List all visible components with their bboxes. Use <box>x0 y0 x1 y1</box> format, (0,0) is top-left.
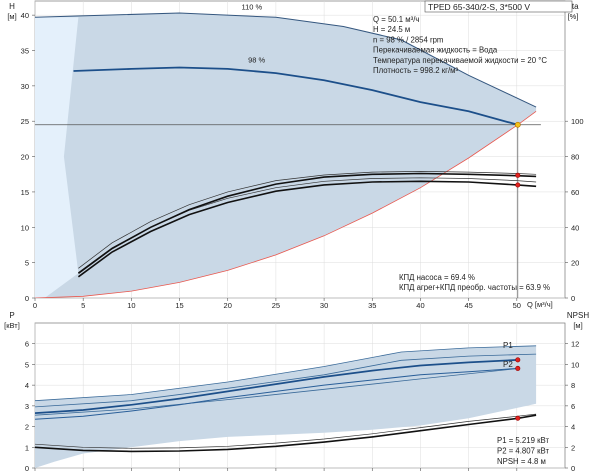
y2-tick-label: 80 <box>571 153 579 162</box>
y-tick-label: 10 <box>21 223 29 232</box>
info-line: Плотность = 998.2 кг/м³ <box>373 66 458 75</box>
P1-curve <box>35 359 518 414</box>
x-tick-label: 50 <box>513 301 521 310</box>
lower-y2-tick-label: 0 <box>571 464 575 473</box>
x-tick-label: 15 <box>175 301 183 310</box>
y-tick-label: 25 <box>21 117 29 126</box>
lower-y2-tick-label: 6 <box>571 402 575 411</box>
head-curve-98 <box>73 66 519 126</box>
power-envelope-P110_top <box>35 345 537 402</box>
lower-y-tick-label: 1 <box>25 443 29 452</box>
P2-curve <box>35 367 518 420</box>
power-duty-point <box>515 415 521 421</box>
lower-clip-group <box>35 345 537 468</box>
y2-axis-title: eta <box>567 2 579 11</box>
y2-axis-unit: [%] <box>568 12 579 21</box>
lower-y2-axis-unit: [м] <box>573 321 582 330</box>
y-tick-label: 20 <box>21 153 29 162</box>
min-flow-zone <box>35 17 79 298</box>
lower-y-tick-label: 3 <box>25 402 29 411</box>
y2-tick-label: 100 <box>571 117 584 126</box>
efficiency-curve-eta_pump <box>77 180 537 278</box>
power-envelope-P110_low <box>35 353 537 408</box>
upper-clip-group <box>35 12 537 298</box>
efficiency-note: КПД насоса = 69.4 % <box>399 273 475 282</box>
duty-point <box>515 182 521 188</box>
lower-y2-tick-label: 12 <box>571 340 579 349</box>
y-tick-label: 40 <box>21 11 29 20</box>
x-tick-label: 40 <box>416 301 424 310</box>
info-line: H = 24.5 м <box>373 25 410 34</box>
x-tick-label: 45 <box>464 301 472 310</box>
power-range-band <box>35 345 537 468</box>
x-tick-label: 10 <box>127 301 135 310</box>
x-tick-label: 20 <box>224 301 232 310</box>
duty-point <box>515 172 521 178</box>
title-box <box>424 0 573 13</box>
duty-point <box>514 121 521 128</box>
y2-tick-label: 40 <box>571 223 579 232</box>
series-label-P2: P2 <box>503 360 513 369</box>
lower-y-tick-label: 2 <box>25 423 29 432</box>
labels: H[м]eta[%]Q [м³/ч]110 %98 %Q = 50.1 м³/ч… <box>4 2 589 466</box>
y-axis-title: H <box>9 2 15 11</box>
head-curve-110 <box>35 12 537 108</box>
y-axis-unit: [м] <box>7 12 16 21</box>
power-info-line: P2 = 4.807 кВт <box>497 447 549 456</box>
power-duty-point <box>515 357 521 363</box>
lower-y-tick-label: 5 <box>25 360 29 369</box>
lower-y2-tick-label: 8 <box>571 381 575 390</box>
series-label-P1: P1 <box>503 341 513 350</box>
y-tick-label: 0 <box>25 294 29 303</box>
y-tick-label: 15 <box>21 188 29 197</box>
x-tick-label: 30 <box>320 301 328 310</box>
efficiency-curve-eta_unit <box>77 172 537 274</box>
power-envelope-P_bottom <box>35 368 518 416</box>
x-tick-label: 25 <box>272 301 280 310</box>
y2-tick-label: 60 <box>571 188 579 197</box>
efficiency-band-eta_unit_band <box>78 171 537 269</box>
info-line: n = 98 % / 2854 rpm <box>373 35 443 44</box>
system-curve <box>35 110 537 298</box>
info-line: Температура перекачиваемой жидкости = 20… <box>373 56 547 65</box>
lower-y-tick-label: 4 <box>25 381 29 390</box>
curve-label-110: 110 % <box>241 2 262 11</box>
y-tick-label: 35 <box>21 47 29 56</box>
lower-y-tick-label: 0 <box>25 464 29 473</box>
efficiency-note: КПД агрег+КПД преобр. частоты = 63.9 % <box>399 283 550 292</box>
x-tick-label: 0 <box>33 301 37 310</box>
y2-tick-label: 0 <box>571 294 575 303</box>
lower-y-tick-label: 6 <box>25 340 29 349</box>
lower-y2-tick-label: 10 <box>571 360 579 369</box>
info-line: Q = 50.1 м³/ч <box>373 15 419 24</box>
power-duty-point <box>515 365 521 371</box>
power-info-line: NPSH = 4.8 м <box>497 457 546 466</box>
x-axis-title: Q [м³/ч] <box>527 300 553 309</box>
x-tick-label: 35 <box>368 301 376 310</box>
lower-y-axis-unit: [кВт] <box>4 321 20 330</box>
npsh-curve <box>35 414 537 453</box>
lower-y2-tick-label: 2 <box>571 443 575 452</box>
y-tick-label: 30 <box>21 82 29 91</box>
y-tick-label: 5 <box>25 259 29 268</box>
x-tick-label: 5 <box>81 301 85 310</box>
curve-label-98: 98 % <box>248 56 265 65</box>
info-line: Перекачиваемая жидкость = Вода <box>373 46 498 55</box>
lower-y2-axis-title: NPSH <box>567 311 589 320</box>
power-info-line: P1 = 5.219 кВт <box>497 436 549 445</box>
y2-tick-label: 20 <box>571 259 579 268</box>
title-text: TPED 65-340/2-S, 3*500 V <box>428 2 530 12</box>
npsh-band <box>35 413 537 449</box>
lower-y-axis-title: P <box>9 311 14 320</box>
lower-y2-tick-label: 4 <box>571 423 575 432</box>
upper-panel: 0 5 10 15 20 25 30 35 40 45 50 0 5 10 15 20 25 30 35 40 0 20 4… <box>21 0 584 310</box>
